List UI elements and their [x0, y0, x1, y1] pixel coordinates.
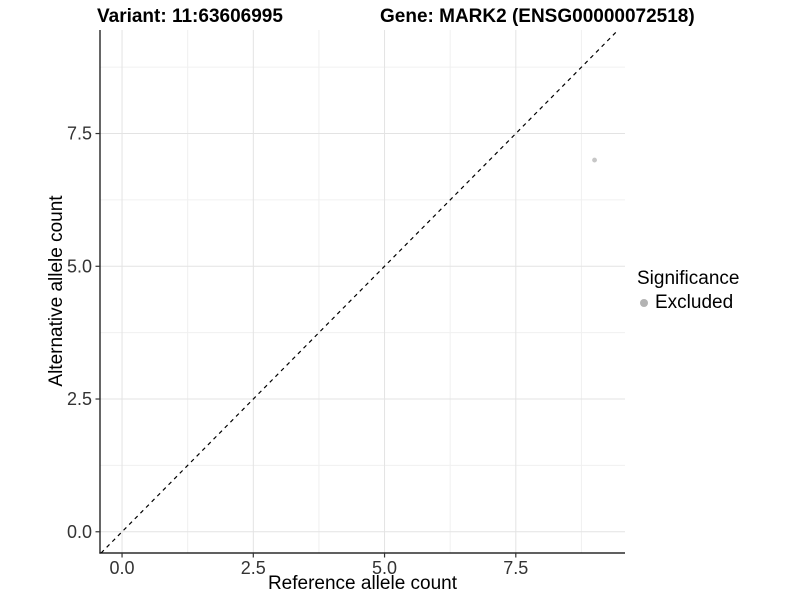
x-tick-label: 0.0 — [110, 558, 135, 578]
data-point — [592, 157, 597, 163]
x-tick-label: 2.5 — [241, 558, 266, 578]
y-tick-label: 0.0 — [67, 522, 92, 542]
y-tick-label: 7.5 — [67, 124, 92, 144]
y-tick-label: 2.5 — [67, 389, 92, 409]
excluded-point-icon — [640, 299, 648, 307]
variant-title: Variant: 11:63606995 — [97, 6, 283, 27]
y-tick-label: 5.0 — [67, 256, 92, 276]
x-tick-label: 7.5 — [503, 558, 528, 578]
legend-title: Significance — [637, 268, 740, 289]
legend-entry-label: Excluded — [655, 292, 734, 313]
x-tick-label: 5.0 — [372, 558, 397, 578]
legend: Significance Excluded — [637, 268, 739, 314]
gene-title: Gene: MARK2 (ENSG00000072518) — [380, 6, 695, 27]
identity-line — [100, 29, 619, 554]
y-axis-title: Alternative allele count — [46, 195, 67, 387]
x-axis-title: Reference allele count — [267, 573, 458, 594]
legend-entry-excluded: Excluded — [637, 292, 739, 314]
